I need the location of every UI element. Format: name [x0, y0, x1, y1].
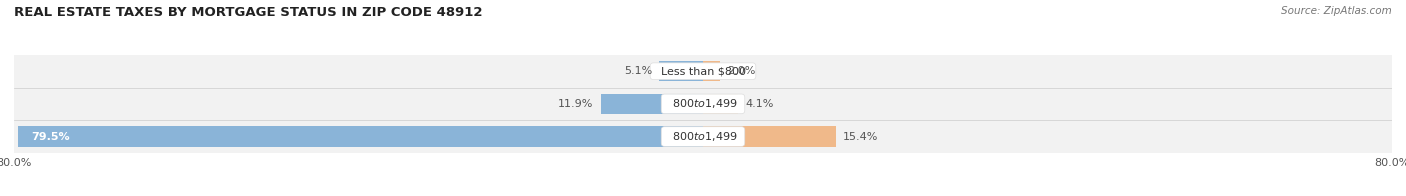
Bar	[703, 94, 738, 114]
Bar	[659, 61, 703, 81]
Text: 11.9%: 11.9%	[558, 99, 593, 109]
Bar	[18, 126, 703, 147]
Bar	[14, 88, 1392, 120]
Text: REAL ESTATE TAXES BY MORTGAGE STATUS IN ZIP CODE 48912: REAL ESTATE TAXES BY MORTGAGE STATUS IN …	[14, 6, 482, 19]
Bar	[14, 120, 1392, 153]
Text: $800 to $1,499: $800 to $1,499	[665, 130, 741, 143]
Bar	[703, 126, 835, 147]
Text: $800 to $1,499: $800 to $1,499	[665, 97, 741, 110]
Bar	[600, 94, 703, 114]
Text: 15.4%: 15.4%	[842, 132, 877, 142]
Text: Source: ZipAtlas.com: Source: ZipAtlas.com	[1281, 6, 1392, 16]
Text: 2.0%: 2.0%	[727, 66, 755, 76]
Text: 79.5%: 79.5%	[31, 132, 70, 142]
Bar	[703, 61, 720, 81]
Text: 4.1%: 4.1%	[745, 99, 773, 109]
Text: 5.1%: 5.1%	[624, 66, 652, 76]
Text: Less than $800: Less than $800	[654, 66, 752, 76]
Bar	[14, 55, 1392, 88]
